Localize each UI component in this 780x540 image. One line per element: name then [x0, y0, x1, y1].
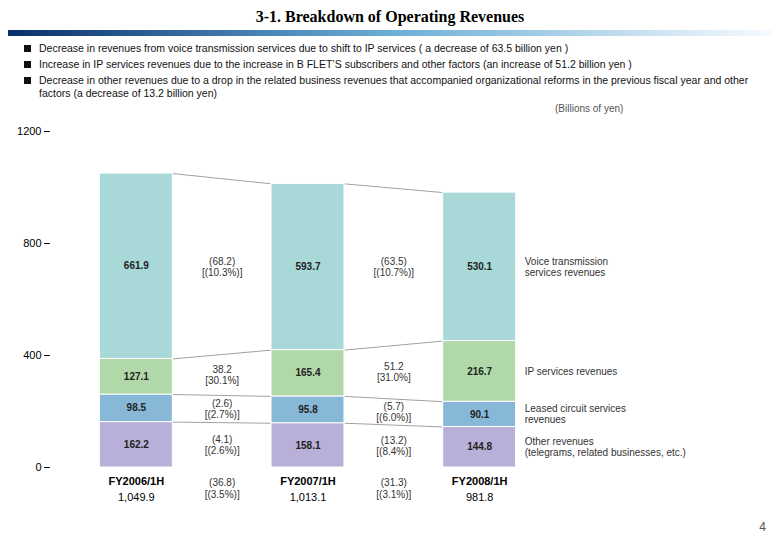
html-text:Decrease in other revenues due: Decrease in other revenues due to a drop…	[39, 74, 749, 99]
html-text:Increase in IP services revenu: Increase in IP services revenues due to …	[39, 58, 632, 70]
svg-text:95.8: 95.8	[298, 404, 318, 415]
svg-text:98.5: 98.5	[127, 402, 147, 413]
svg-text:661.9: 661.9	[124, 260, 149, 271]
svg-text:158.1: 158.1	[295, 440, 320, 451]
svg-text:FY2008/1H: FY2008/1H	[452, 475, 508, 487]
svg-text:Other revenues(telegrams, rela: Other revenues(telegrams, related busine…	[525, 436, 686, 458]
svg-text:(68.2)[(10.3%)]: (68.2)[(10.3%)]	[202, 256, 243, 278]
svg-text:(2.6)[(2.7%)]: (2.6)[(2.7%)]	[205, 398, 240, 420]
svg-text:530.1: 530.1	[467, 261, 492, 272]
html-text:4: 4	[759, 520, 766, 534]
svg-text:FY2006/1H: FY2006/1H	[109, 475, 165, 487]
svg-text:1,013.1: 1,013.1	[290, 491, 327, 503]
svg-text:51.2[31.0%]: 51.2[31.0%]	[377, 361, 411, 383]
svg-text:Leased circuit servicesrevenue: Leased circuit servicesrevenues	[525, 403, 626, 425]
svg-text:162.2: 162.2	[124, 439, 149, 450]
svg-text:400: 400	[23, 349, 41, 361]
svg-text:165.4: 165.4	[295, 367, 320, 378]
svg-text:(36.8)[(3.5%)]: (36.8)[(3.5%)]	[205, 477, 240, 500]
svg-text:127.1: 127.1	[124, 371, 149, 382]
svg-text:981.8: 981.8	[466, 491, 494, 503]
svg-text:144.8: 144.8	[467, 441, 492, 452]
svg-text:(5.7)[(6.0%)]: (5.7)[(6.0%)]	[376, 401, 411, 423]
svg-text:(4.1)[(2.6%)]: (4.1)[(2.6%)]	[205, 434, 240, 456]
svg-text:800: 800	[23, 237, 41, 249]
svg-text:FY2007/1H: FY2007/1H	[280, 475, 336, 487]
html-text:(Billions of yen): (Billions of yen)	[555, 103, 624, 114]
svg-text:38.2[30.1%]: 38.2[30.1%]	[205, 364, 239, 386]
html-text:Decrease in revenues from voic: Decrease in revenues from voice transmis…	[39, 42, 569, 54]
svg-text:0: 0	[35, 461, 41, 473]
svg-text:(63.5)[(10.7%)]: (63.5)[(10.7%)]	[374, 256, 415, 278]
svg-text:216.7: 216.7	[467, 366, 492, 377]
svg-text:(31.3)[(3.1%)]: (31.3)[(3.1%)]	[376, 477, 411, 500]
svg-text:IP services revenues: IP services revenues	[525, 366, 618, 377]
svg-text:1,049.9: 1,049.9	[118, 491, 155, 503]
svg-text:90.1: 90.1	[470, 409, 490, 420]
svg-text:Voice transmissionservices rev: Voice transmissionservices revenues	[525, 256, 608, 278]
html-text:3-1. Breakdown of Operating Re: 3-1. Breakdown of Operating Revenues	[255, 8, 525, 25]
svg-text:1200: 1200	[17, 125, 41, 137]
svg-text:(13.2)[(8.4%)]: (13.2)[(8.4%)]	[376, 435, 411, 457]
svg-text:593.7: 593.7	[295, 261, 320, 272]
